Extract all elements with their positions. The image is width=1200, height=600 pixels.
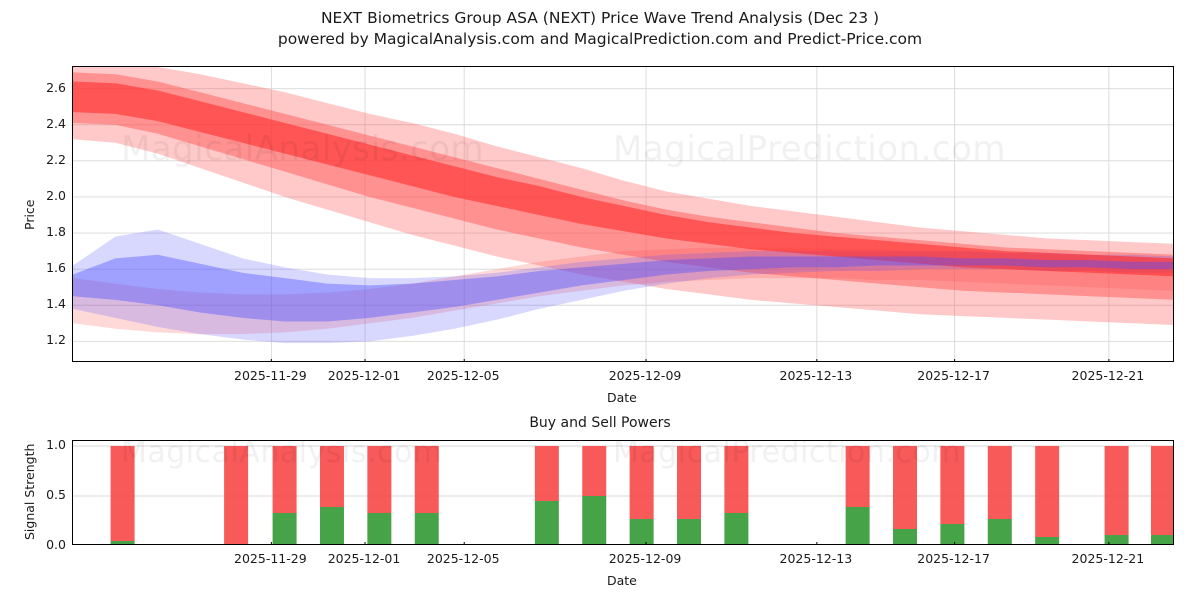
watermark-prediction-main: MagicalPrediction.com: [613, 129, 1006, 169]
price-xtick: 2025-12-21: [1071, 368, 1145, 383]
main-xaxis-label: Date: [607, 390, 637, 405]
powers-subplot-title: Buy and Sell Powers: [529, 415, 671, 431]
signal-xtick: 2025-11-29: [234, 551, 307, 566]
signal-xtick: 2025-12-01: [327, 551, 401, 566]
signal-ytick: 0.5: [46, 487, 66, 502]
price-ytick: 2.2: [46, 151, 66, 167]
page-title: NEXT Biometrics Group ASA (NEXT) Price W…: [0, 8, 1200, 50]
price-chart-panel: MagicalAnalysis.com MagicalPrediction.co…: [72, 66, 1174, 362]
signal-ytick: 0.0: [46, 537, 66, 552]
price-xtick: 2025-12-13: [779, 368, 853, 383]
price-xtick: 2025-12-17: [917, 368, 990, 383]
price-ytick: 2.0: [46, 187, 66, 203]
price-ytick: 2.6: [46, 79, 66, 95]
price-wave-bands: [73, 67, 1173, 361]
price-ytick: 1.6: [46, 260, 66, 276]
watermark-analysis-main: MagicalAnalysis.com: [121, 129, 485, 169]
price-ytick: 1.2: [46, 332, 66, 348]
title-secondary: powered by MagicalAnalysis.com and Magic…: [277, 30, 923, 48]
title-primary: NEXT Biometrics Group ASA (NEXT) Price W…: [320, 9, 880, 27]
signal-xtick: 2025-12-21: [1071, 551, 1145, 566]
price-xtick: 2025-12-09: [608, 368, 682, 383]
powers-xaxis-label: Date: [607, 573, 637, 588]
watermark-prediction-sub: MagicalPrediction.com: [613, 440, 961, 470]
signal-strength-bars: [73, 445, 1173, 544]
signal-xtick: 2025-12-09: [608, 551, 682, 566]
watermark-analysis-sub: MagicalAnalysis.com: [121, 440, 443, 470]
price-xtick: 2025-12-05: [426, 368, 500, 383]
powers-chart-panel: MagicalAnalysis.com MagicalPrediction.co…: [72, 440, 1174, 545]
signal-ytick: 1.0: [46, 437, 66, 452]
price-ytick: 1.8: [46, 224, 66, 240]
signal-xtick: 2025-12-17: [917, 551, 990, 566]
signal-xtick: 2025-12-05: [426, 551, 500, 566]
price-xtick: 2025-11-29: [234, 368, 307, 383]
price-xtick: 2025-12-01: [327, 368, 401, 383]
price-ytick: 2.4: [46, 115, 66, 131]
signal-xtick: 2025-12-13: [779, 551, 853, 566]
price-ytick: 1.4: [46, 296, 66, 312]
